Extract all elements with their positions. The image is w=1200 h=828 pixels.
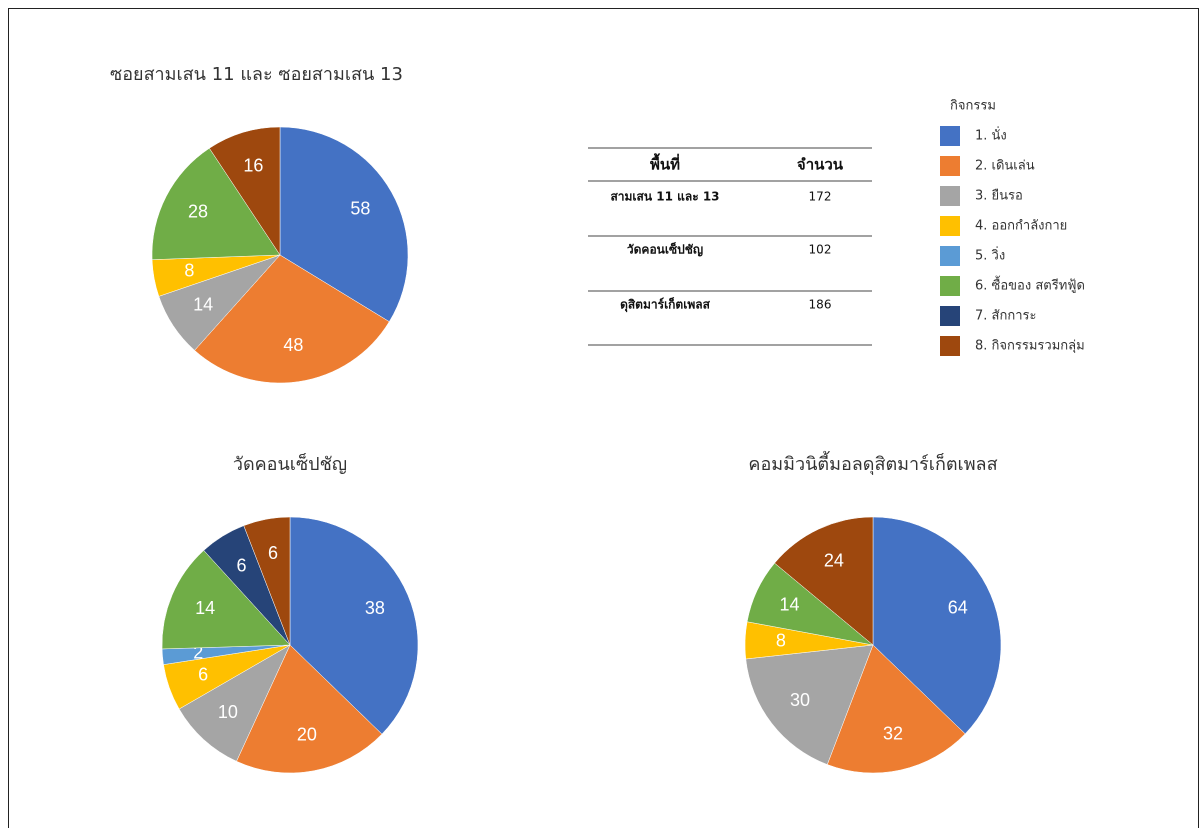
table-cell: ดุสิตมาร์เก็ตเพลส [620, 297, 711, 313]
legend-label: 5. วิ่ง [975, 247, 1005, 264]
table-header: จำนวน [797, 156, 844, 174]
data-label: 24 [824, 550, 844, 570]
pie-slice [178, 644, 291, 762]
legend-swatch [940, 186, 960, 206]
legend-label: 4. ออกกำลังกาย [975, 219, 1067, 234]
data-label: 14 [780, 595, 800, 615]
pie-slice [209, 126, 281, 256]
frame [8, 8, 1199, 828]
data-label: 10 [218, 702, 238, 722]
legend-swatch [940, 336, 960, 356]
legend-label: 1. นั่ง [975, 127, 1007, 144]
data-label: 6 [198, 664, 208, 684]
data-label: 14 [195, 598, 215, 618]
data-label: 8 [776, 630, 786, 650]
data-label: 38 [365, 598, 385, 618]
legend-swatch [940, 126, 960, 146]
data-label: 28 [188, 202, 208, 222]
data-label: 2 [193, 642, 203, 662]
legend-label: 7. สักการะ [975, 309, 1036, 324]
data-label: 32 [883, 724, 903, 744]
legend-label: 3. ยืนรอ [975, 188, 1023, 204]
legend-swatch [940, 156, 960, 176]
chart-title: ซอยสามเสน 11 และ ซอยสามเสน 13 [110, 64, 403, 85]
table-cell: วัดคอนเซ็ปชัญ [627, 242, 703, 257]
pie-slice [194, 254, 390, 384]
pie-slice [151, 147, 281, 260]
legend-label: 2. เดินเล่น [975, 159, 1035, 174]
data-label: 48 [283, 335, 303, 355]
table-cell: 102 [809, 243, 832, 257]
pie-slice [872, 516, 1002, 735]
chart-title: วัดคอนเซ็ปชัญ [233, 452, 347, 475]
legend-swatch [940, 216, 960, 236]
legend-swatch [940, 306, 960, 326]
legend-swatch [940, 276, 960, 296]
pie-slice [279, 126, 409, 323]
pie-slice [236, 644, 383, 774]
data-label: 8 [184, 260, 194, 280]
data-label: 20 [297, 724, 317, 744]
pie-slice [826, 644, 966, 774]
legend-swatch [940, 246, 960, 266]
data-label: 16 [243, 155, 263, 175]
table-cell: สามเสน 11 และ 13 [610, 190, 719, 204]
data-label: 64 [948, 598, 968, 618]
table-cell: 172 [809, 190, 832, 204]
legend-title: กิจกรรม [950, 99, 996, 114]
pie-slice [289, 516, 419, 735]
table-cell: 186 [809, 298, 832, 312]
pie-slice [243, 516, 291, 646]
legend-label: 6. ซื้อของ สตรีทฟู้ด [975, 276, 1085, 294]
data-label: 30 [790, 690, 810, 710]
pie-slice [774, 516, 874, 646]
chart-title: คอมมิวนิตี้มอลดุสิตมาร์เก็ตเพลส [748, 451, 997, 475]
data-label: 58 [350, 199, 370, 219]
table-header: พื้นที่ [650, 153, 680, 174]
data-label: 6 [268, 543, 278, 563]
pie-slice [161, 550, 291, 650]
data-label: 6 [236, 555, 246, 575]
pie-slice [745, 644, 874, 765]
data-label: 14 [193, 295, 213, 315]
legend-label: 8. กิจกรรมรวมกลุ่ม [975, 339, 1085, 354]
